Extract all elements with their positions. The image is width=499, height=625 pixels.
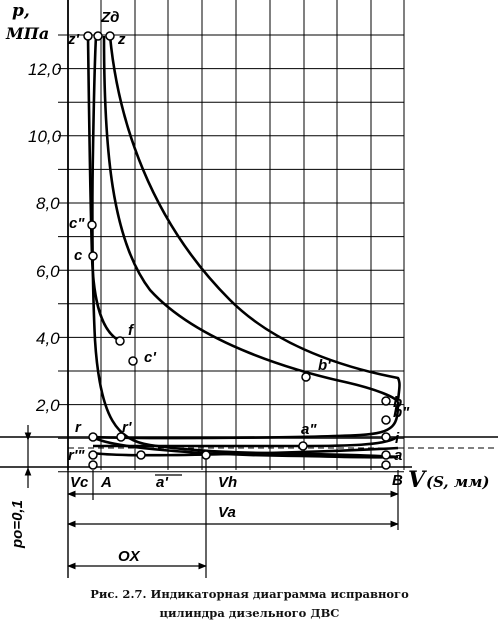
label-c: c <box>74 247 83 264</box>
point-b-prime <box>301 372 311 382</box>
point-a <box>381 450 391 460</box>
point-r <box>88 432 98 442</box>
point-z-prime <box>83 31 93 41</box>
label-a-prime: a' <box>156 474 168 491</box>
point-i <box>381 432 391 442</box>
caption-line-2: цилиндра дизельного ДВС <box>159 606 340 620</box>
dim-label-po: po=0,1 <box>9 500 26 549</box>
point-a-prime <box>136 450 146 460</box>
label-A: A <box>100 474 112 491</box>
second-exhaust-line <box>92 435 400 448</box>
label-r-tprime: r'" <box>68 447 85 464</box>
label-b: b <box>393 394 402 411</box>
label-a-dprime: a" <box>301 421 317 438</box>
label-b-prime: b' <box>318 357 331 374</box>
y-tick-8: 8,0 <box>36 194 60 213</box>
y-tick-10: 10,0 <box>28 127 62 146</box>
dim-label-vc: Vc <box>70 474 89 491</box>
figure-caption: Рис. 2.7. Индикаторная диаграмма исправн… <box>0 585 499 623</box>
y-tick-4: 4,0 <box>36 329 60 348</box>
caption-line-1: Рис. 2.7. Индикаторная диаграмма исправн… <box>90 587 409 601</box>
exhaust-line <box>92 401 400 440</box>
point-ox <box>201 450 211 460</box>
label-B: B <box>392 472 403 489</box>
label-z-d: Zд <box>100 9 119 26</box>
label-z: z <box>117 31 126 48</box>
point-b <box>381 396 391 406</box>
point-c-dprime <box>87 220 97 230</box>
dim-label-va: Va <box>218 504 236 521</box>
exhaust-wavy-line <box>92 446 399 457</box>
label-c-dprime: c" <box>69 215 85 232</box>
compression-line <box>91 35 399 459</box>
y-axis-label-unit: МПа <box>5 24 49 43</box>
expansion-line <box>108 35 401 401</box>
point-z <box>105 31 115 41</box>
point-c <box>88 251 98 261</box>
grid <box>0 0 498 473</box>
x-axis-label-v: V <box>408 467 427 493</box>
label-r-prime: r' <box>122 419 132 436</box>
dim-label-vh: Vh <box>218 474 237 491</box>
cycle-curves <box>86 35 401 459</box>
expansion-line-faulty <box>102 35 400 403</box>
y-tick-2: 2,0 <box>35 396 60 415</box>
point-c-prime <box>128 356 138 366</box>
point-r-prime <box>116 432 126 442</box>
x-axis-label-s: (S, мм) <box>426 473 489 491</box>
y-tick-6: 6,0 <box>36 262 60 281</box>
dim-label-ox: OX <box>118 548 141 565</box>
y-tick-12: 12,0 <box>28 60 62 79</box>
point-a-dprime <box>298 441 308 451</box>
combustion-peak-left <box>86 35 121 343</box>
label-z-prime: z' <box>67 31 80 48</box>
point-r-tprime-upper <box>88 450 98 460</box>
point-b-dprime <box>381 415 391 425</box>
label-c-prime: c' <box>144 349 156 366</box>
label-f: f <box>128 322 135 339</box>
point-z-d <box>93 31 103 41</box>
intake-line <box>92 435 399 459</box>
y-axis-label-p: p, <box>12 1 30 21</box>
label-i: i <box>395 430 400 447</box>
label-r: r <box>75 419 82 436</box>
point-f <box>115 336 125 346</box>
label-b-dprime: b" <box>393 404 410 421</box>
point-r-tprime-lower <box>88 460 98 470</box>
cycle-points <box>83 31 391 470</box>
dimension-lines <box>24 425 399 578</box>
point-B <box>381 460 391 470</box>
label-a: a <box>394 447 402 464</box>
